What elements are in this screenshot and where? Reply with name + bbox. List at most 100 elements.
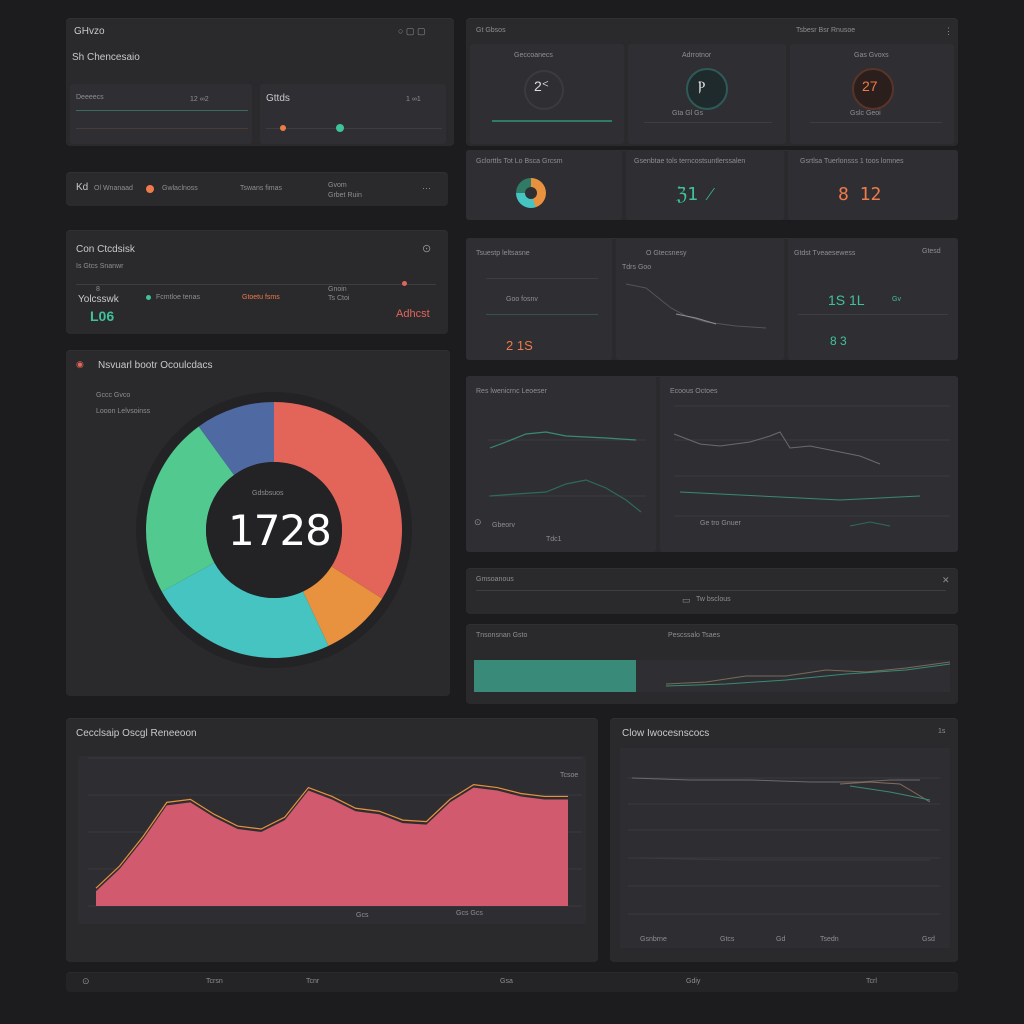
metric-card-b[interactable]: Gttds 1 ∞1 [260,84,446,144]
legend-green-dot [146,295,151,300]
gauge-card-2[interactable]: Adrrotnor Ⲣ Gta Gl Gs [628,44,786,144]
status-item-d: Gvom [328,182,347,189]
overview-divider [76,284,436,285]
analysis-c-title: Gtdst Tveaesewess [794,250,856,257]
overview-metric-label: Yolcsswk [78,294,119,305]
footer-item-c[interactable]: Gsa [500,978,513,985]
kpi-card-2[interactable]: Gsenbtae tols terncostsuntlerssalen ℨ1 ⁄ [626,150,784,220]
kpi-2-title: Gsenbtae tols terncostsuntlerssalen [634,158,746,165]
analysis-a-value: 2 1S [506,338,533,353]
metric-card-b-value: 1 ∞1 [406,96,421,103]
kpi-3-title: Gsrtlsa Tuerlonsss 1 toos lomnes [800,158,904,165]
analysis-a-line-1 [486,278,598,279]
overview-subtitle: Is Gtcs Snanwr [76,263,124,270]
status-strip-label: Kd [76,182,89,193]
overview-settings-icon[interactable]: ⊙ [422,243,432,255]
line-chart-x-4: Tsedn [820,936,839,943]
trend-left-card[interactable]: Res lwenicrnc Leoeser ⊙ Gbeorv Tdc1 [466,376,656,552]
footer-icon[interactable]: ⊙ [82,976,90,986]
kpi-card-1[interactable]: Gclorttls Tot Lo Bsca Grcsm [466,150,622,220]
gauge-panel: Gt Gbsos Tsbesr Bsr Rnusoe ⋮ Geccoanecs … [466,18,958,146]
overview-legend-c: Gnoin [328,286,347,293]
gauge-card-1[interactable]: Geccoanecs 2ᑉ [470,44,624,144]
line-chart-badge: 1s [938,728,946,735]
gauge-3-ring [852,68,894,110]
line-chart-title: Clow Iwocesnscocs [622,728,710,739]
progress-fill [474,660,636,692]
gauge-2-track [644,122,772,123]
status-item-e: Grbet Ruin [328,192,362,199]
gauge-3-title: Gas Gvoxs [854,52,889,59]
gauge-3-value: 27 [862,78,878,94]
analysis-card-b[interactable]: O Gtecsnesy Tdrs Goo [616,238,784,360]
donut-slice-green [146,426,235,592]
analysis-b-small: Tdrs Goo [622,264,652,271]
kpi-1-title: Gclorttls Tot Lo Bsca Grcsm [476,158,563,165]
gauge-menu-icon[interactable]: ⋮ [944,26,953,36]
footer-item-e[interactable]: Tcrl [866,978,877,985]
info-bar-message: Tw bsclous [696,596,731,603]
donut-slice-teal [161,562,329,658]
status-item-a: Ol Wnanaad [94,185,133,192]
gauge-header-left: Gt Gbsos [476,27,506,34]
gauge-2-ring [686,68,728,110]
overview-small-a: 8 [96,286,100,293]
trend-right-title: Ecoous Octoes [670,388,718,395]
donut-chart [136,392,412,668]
kpi-card-3[interactable]: Gsrtlsa Tuerlonsss 1 toos lomnes 8 12 [788,150,958,220]
metric-card-b-handle[interactable] [336,124,344,132]
analysis-b-title: O Gtecsnesy [646,250,687,257]
line-chart-panel: Clow Iwocesnscocs 1s Gsnbrne Gtcs Gd Tse… [610,718,958,962]
footer-bar: ⊙ Tcrsn Tcnr Gsa Gdiy Tcrl [66,972,958,992]
donut-panel: ◉ Nsvuarl bootr Ocoulcdacs Gccc Gvco Loo… [66,350,450,696]
line-chart [620,748,950,948]
area-series-fill [96,787,568,906]
gauge-1-bar [492,120,612,122]
analysis-c-right: Gtesd [922,248,941,255]
donut-slice-blue [198,402,274,475]
analysis-a-small: Goo fosnv [506,296,538,303]
line-chart-x-2: Gtcs [720,936,735,943]
area-chart-title: Cecclsaip Oscgl Reneeoon [76,728,197,739]
area-chart-x-b: Gcs Gcs [456,910,483,917]
trend-left-tick: Tdc1 [546,536,562,543]
gauge-3-track [810,122,942,123]
analysis-row: Tsuestp leltsasne Goo fosnv 2 1S O Gtecs… [466,238,958,360]
analysis-card-c[interactable]: Gtdst Tveaesewess Gtesd 1S 1L Gv 8 3 [788,238,958,360]
metric-card-a-bar [76,110,248,111]
overview-legend-a: Fcmtloe tenas [156,294,200,301]
trend-left-info-icon[interactable]: ⊙ [474,517,482,527]
gauge-header-right: Tsbesr Bsr Rnusoe [796,27,856,34]
info-bar-close-icon[interactable]: ✕ [942,575,950,585]
kpi-2-value: ℨ1 ⁄ [676,184,712,205]
trend-right-card[interactable]: Ecoous Octoes Ge tro Gnuer [660,376,958,552]
area-chart-legend: Tcsoe [560,772,579,779]
metric-card-a[interactable]: Deeeecs 12 ∞2 [70,84,252,144]
analysis-c-line [798,314,948,315]
progress-sparkline [665,661,951,687]
footer-item-d[interactable]: Gdiy [686,978,701,985]
gauge-card-3[interactable]: Gas Gvoxs 27 Gslc Geoi [790,44,954,144]
header-panel: GHvzo ○ ▢ ▢ Sh Chencesaio Deeeecs 12 ∞2 … [66,18,454,146]
footer-item-a[interactable]: Tcrsn [206,978,223,985]
status-item-b: Gwlaclnoss [162,185,198,192]
kpi-1-ring-hole [525,187,537,199]
kpi-row: Gclorttls Tot Lo Bsca Grcsm Gsenbtae tol… [466,150,958,220]
overview-metric-value: L06 [90,308,115,324]
window-controls-icon[interactable]: ○ ▢ ▢ [398,26,426,36]
donut-slice-orange [302,566,383,646]
analysis-c-value-a: 1S 1L [828,292,865,308]
metric-card-a-label: Deeeecs [76,94,104,101]
status-menu-icon[interactable]: ⋯ [422,183,431,193]
donut-panel-title: Nsvuarl bootr Ocoulcdacs [98,360,213,371]
analysis-card-a[interactable]: Tsuestp leltsasne Goo fosnv 2 1S [466,238,612,360]
area-chart-panel: Cecclsaip Oscgl Reneeoon Tcsoe Gcs Gcs G… [66,718,598,962]
page-subtitle: Sh Chencesaio [72,52,140,63]
area-series-line [95,783,568,889]
footer-item-b[interactable]: Tcnr [306,978,320,985]
metric-card-b-label: Gttds [266,93,290,104]
analysis-c-value-c: Gv [892,296,901,303]
metric-card-b-track [266,128,442,129]
analysis-a-title: Tsuestp leltsasne [476,250,530,257]
donut-hole [206,462,342,598]
